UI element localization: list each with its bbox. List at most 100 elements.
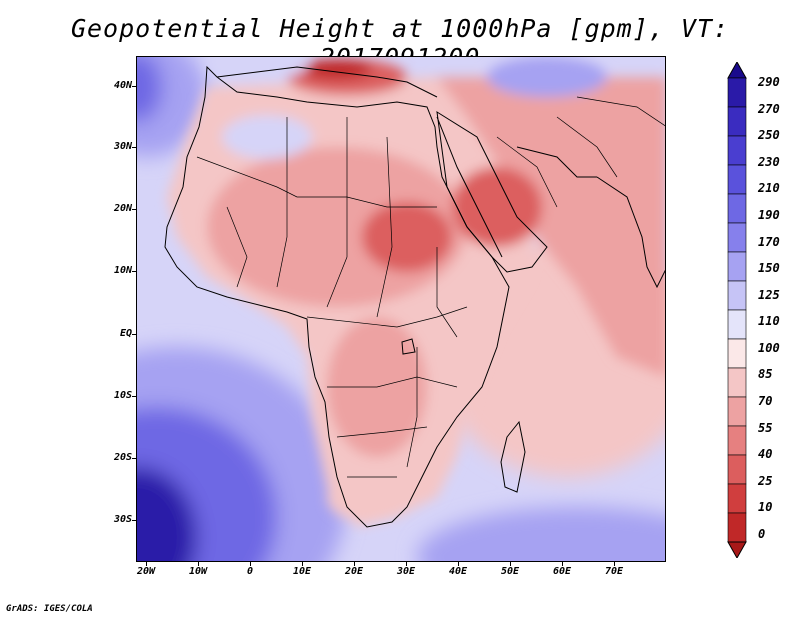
lat-tick (132, 209, 136, 210)
lon-label-50e: 50E (500, 566, 520, 577)
lat-tick (132, 271, 136, 272)
lon-tick (198, 562, 199, 566)
colorbar-label: 210 (758, 181, 780, 196)
colorbar-label: 250 (758, 128, 780, 143)
map-plot-area (136, 56, 666, 562)
lon-label-60e: 60E (552, 566, 572, 577)
colorbar-swatch (727, 193, 747, 224)
country-border (336, 426, 428, 438)
lon-label-0: 0 (246, 566, 254, 577)
colorbar-label: 40 (758, 447, 773, 462)
lon-label-20e: 20E (344, 566, 364, 577)
colorbar-swatch (727, 251, 747, 282)
lon-label-10w: 10W (188, 566, 208, 577)
country-border (326, 117, 348, 308)
country-border (327, 376, 458, 388)
lat-label-20n: 20N (113, 203, 132, 214)
lon-label-20w: 20W (136, 566, 156, 577)
country-border (196, 156, 437, 208)
country-border (376, 136, 393, 318)
lon-tick (562, 562, 563, 566)
lon-tick (406, 562, 407, 566)
colorbar-label: 100 (758, 340, 780, 355)
colorbar-arrow-bottom (727, 541, 747, 560)
colorbar-swatch (727, 135, 747, 166)
colorbar-label: 190 (758, 207, 780, 222)
colorbar-arrow-top (727, 60, 747, 79)
lat-label-30n: 30N (113, 141, 132, 152)
country-border (556, 116, 618, 178)
lon-tick (614, 562, 615, 566)
madagascar-coastline (500, 420, 526, 493)
sudan-high-field (362, 202, 452, 272)
colorbar-swatch (727, 512, 747, 543)
europe-pale-field (207, 57, 307, 80)
lat-tick (132, 147, 136, 148)
mediterranean-coastline (216, 66, 438, 98)
colorbar-swatch (727, 425, 747, 456)
africa-coastline (164, 65, 510, 528)
lat-tick (132, 458, 136, 459)
iran-high-field (547, 107, 665, 187)
colorbar-swatch (727, 280, 747, 311)
lat-label-10n: 10N (113, 265, 132, 276)
colorbar-label: 150 (758, 261, 780, 276)
colorbar-swatch (727, 483, 747, 514)
lon-tick (510, 562, 511, 566)
colorbar-swatch (727, 367, 747, 398)
country-border (576, 96, 665, 127)
colorbar-swatch (727, 77, 747, 108)
lon-label-40e: 40E (448, 566, 468, 577)
lat-tick (132, 334, 136, 335)
lat-tick (132, 520, 136, 521)
colorbar-label: 110 (758, 314, 780, 329)
colorbar-label: 230 (758, 154, 780, 169)
colorbar-swatch (727, 222, 747, 253)
colorbar-label: 290 (758, 75, 780, 89)
atlas-pale-field (222, 115, 312, 159)
central-asia-pale-field (487, 57, 607, 97)
lon-tick (354, 562, 355, 566)
country-border (406, 347, 418, 468)
colorbar-label: 70 (758, 394, 773, 409)
country-border (496, 136, 558, 208)
lat-tick (132, 396, 136, 397)
lon-tick (458, 562, 459, 566)
lat-label-40n: 40N (113, 80, 132, 91)
india-coastline (596, 176, 665, 289)
colorbar-swatch (727, 164, 747, 195)
colorbar-label: 0 (758, 527, 766, 541)
map-canvas (137, 57, 665, 561)
colorbar-label: 55 (758, 420, 773, 435)
arabia-coastline (436, 111, 548, 273)
country-border (276, 117, 288, 288)
cape-low-field (327, 472, 407, 522)
lat-label-eq: EQ (119, 328, 132, 339)
country-border (306, 306, 468, 328)
persian-gulf-coastline (516, 146, 597, 178)
indian-ocean-south-field (417, 507, 665, 561)
arabia-high-field (452, 167, 542, 247)
colorbar-label: 25 (758, 473, 773, 488)
colorbar-label: 270 (758, 101, 780, 116)
colorbar-swatch (727, 309, 747, 340)
colorbar (724, 60, 754, 562)
north-atlantic-core (137, 57, 162, 122)
colorbar-swatch (727, 454, 747, 485)
lon-label-30e: 30E (396, 566, 416, 577)
red-sea-coastline (436, 116, 503, 258)
country-border (226, 206, 248, 288)
lon-label-70e: 70E (604, 566, 624, 577)
lon-label-10e: 10E (292, 566, 312, 577)
colorbar-swatch (727, 338, 747, 369)
colorbar-scale (727, 60, 747, 560)
lon-tick (250, 562, 251, 566)
lat-label-10s: 10S (113, 390, 132, 401)
colorbar-label: 10 (758, 500, 773, 515)
lat-tick (132, 86, 136, 87)
grads-credit: GrADS: IGES/COLA (6, 604, 93, 614)
lake-victoria-outline (401, 338, 416, 355)
south-atlantic-field-core (137, 467, 197, 561)
colorbar-label: 170 (758, 234, 780, 249)
colorbar-label: 85 (758, 367, 773, 382)
